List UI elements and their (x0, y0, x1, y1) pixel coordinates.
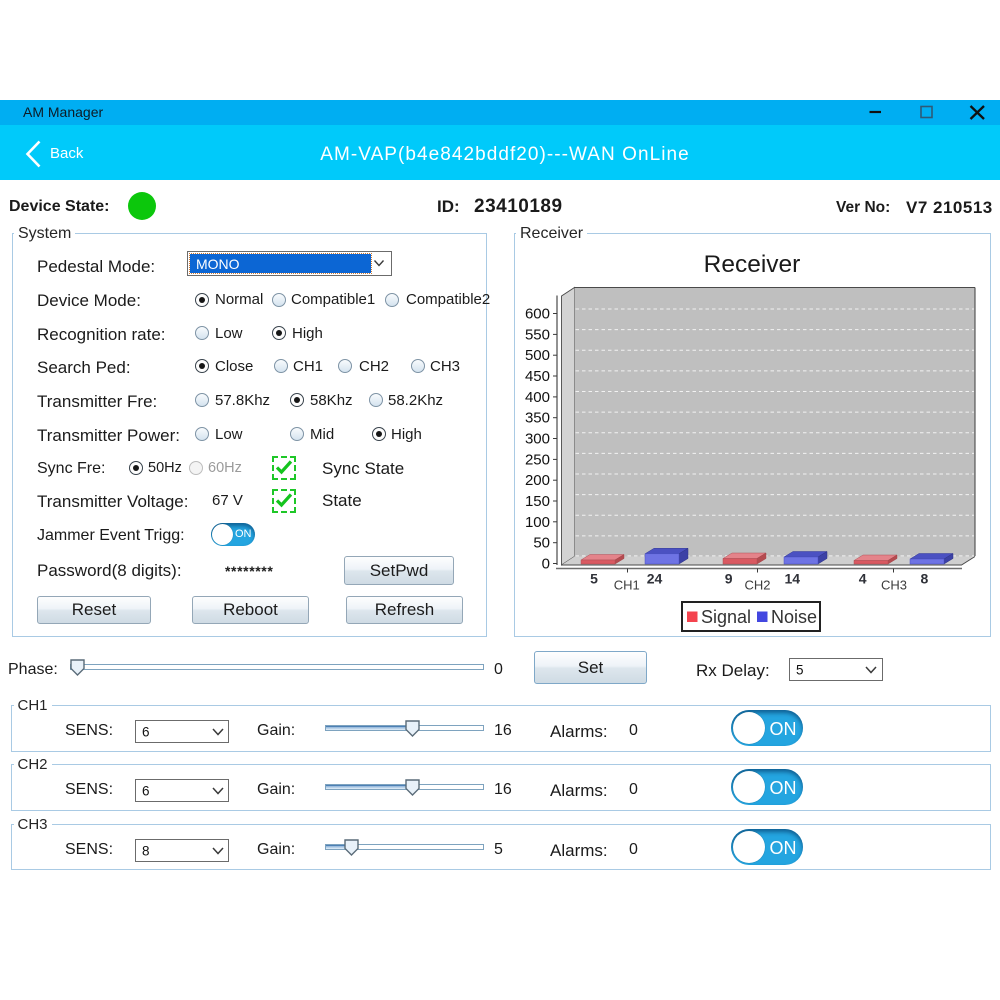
svg-text:8: 8 (921, 571, 929, 587)
svg-text:450: 450 (525, 368, 550, 385)
svg-text:500: 500 (525, 347, 550, 364)
svg-text:350: 350 (525, 410, 550, 427)
svg-text:300: 300 (525, 431, 550, 448)
svg-text:100: 100 (525, 514, 550, 531)
svg-text:Noise: Noise (771, 607, 817, 627)
svg-text:50: 50 (533, 535, 550, 552)
svg-text:5: 5 (590, 571, 598, 587)
svg-text:Receiver: Receiver (704, 251, 801, 278)
svg-text:550: 550 (525, 326, 550, 343)
svg-text:24: 24 (647, 571, 663, 587)
svg-text:9: 9 (725, 571, 733, 587)
svg-text:CH3: CH3 (881, 578, 907, 593)
svg-text:0: 0 (542, 556, 550, 573)
svg-text:150: 150 (525, 493, 550, 510)
svg-text:200: 200 (525, 472, 550, 489)
svg-text:4: 4 (859, 571, 867, 587)
svg-text:600: 600 (525, 306, 550, 323)
svg-text:250: 250 (525, 451, 550, 468)
svg-text:Signal: Signal (701, 607, 751, 627)
svg-text:14: 14 (785, 571, 801, 587)
svg-text:CH1: CH1 (614, 578, 640, 593)
svg-text:CH2: CH2 (744, 578, 770, 593)
svg-text:400: 400 (525, 389, 550, 406)
